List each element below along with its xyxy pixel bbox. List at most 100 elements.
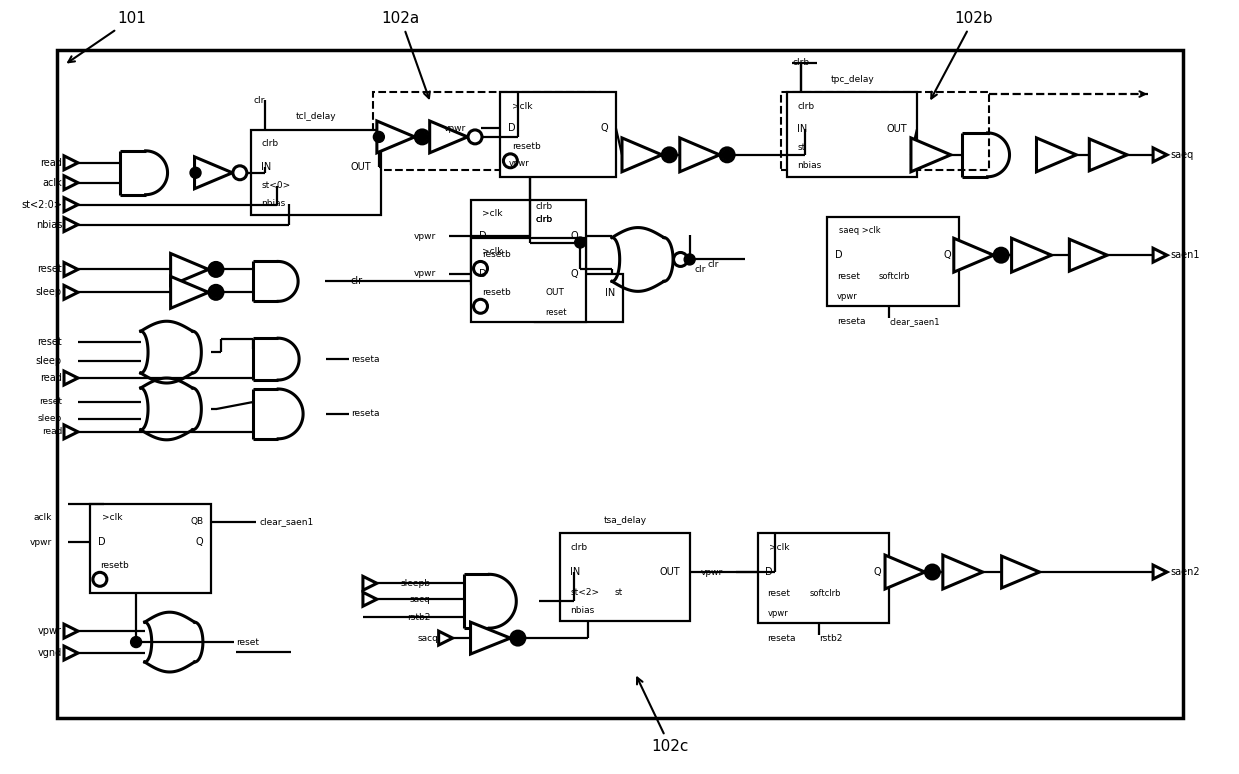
Polygon shape (64, 176, 78, 190)
Circle shape (415, 130, 429, 144)
Circle shape (468, 130, 482, 144)
Polygon shape (954, 238, 994, 272)
Circle shape (994, 248, 1009, 262)
Text: aclk: aclk (33, 513, 52, 522)
Text: clr: clr (707, 260, 719, 269)
Circle shape (927, 567, 938, 577)
Polygon shape (1037, 138, 1077, 172)
Text: resetb: resetb (513, 142, 541, 152)
Text: st<0>: st<0> (261, 181, 290, 190)
Bar (757, 533, 890, 623)
Text: Q: Q (570, 269, 579, 279)
Text: reseta: reseta (838, 317, 866, 326)
Circle shape (926, 565, 939, 579)
Text: clrb: clrb (261, 139, 279, 149)
Circle shape (674, 252, 688, 266)
Text: D: D (98, 537, 105, 547)
Text: saeq >clk: saeq >clk (839, 226, 881, 235)
Polygon shape (439, 631, 452, 645)
Text: vpwr: vpwr (414, 231, 436, 241)
Text: read: read (40, 373, 62, 383)
Text: read: read (40, 158, 62, 168)
Text: clr: clr (253, 95, 265, 104)
Text: sleepb: sleepb (400, 579, 431, 587)
Circle shape (513, 632, 523, 643)
Circle shape (720, 148, 733, 162)
Text: resetb: resetb (100, 561, 129, 570)
Circle shape (664, 149, 675, 160)
Polygon shape (64, 156, 78, 170)
Text: reseta: reseta (767, 634, 795, 642)
Text: tsa_delay: tsa_delay (603, 516, 647, 525)
Text: clrb: clrb (570, 543, 587, 552)
Polygon shape (1154, 148, 1167, 162)
Text: nbias: nbias (261, 199, 285, 208)
Text: aclk: aclk (42, 178, 62, 188)
Text: sacq: sacq (418, 634, 439, 642)
Polygon shape (430, 121, 467, 152)
Text: OUT: OUT (659, 567, 680, 577)
Polygon shape (195, 157, 233, 189)
Text: resetb: resetb (482, 250, 512, 259)
Text: IN: IN (261, 163, 271, 172)
Bar (535, 275, 623, 322)
Text: OUT: OUT (351, 163, 370, 172)
Text: OUT: OUT (545, 288, 564, 297)
Text: reset: reset (237, 638, 259, 646)
Text: Q: Q (570, 231, 579, 241)
Text: vgnd: vgnd (37, 648, 62, 658)
Polygon shape (885, 555, 924, 589)
Polygon shape (680, 138, 720, 172)
Text: clrb: clrb (535, 215, 553, 224)
Bar (501, 92, 616, 176)
Polygon shape (911, 138, 950, 172)
Text: reset: reset (37, 337, 62, 348)
Polygon shape (64, 262, 78, 276)
Text: vpwr: vpwr (767, 608, 788, 618)
Text: saeq: saeq (1170, 150, 1193, 160)
Polygon shape (64, 646, 78, 660)
Text: Q: Q (601, 124, 608, 133)
Circle shape (416, 132, 427, 142)
Text: vpwr: vpwr (700, 567, 722, 577)
Bar (57, 50, 1183, 717)
Text: vpwr: vpwr (414, 269, 436, 279)
Circle shape (130, 636, 141, 648)
Bar (471, 200, 586, 284)
Text: OUT: OUT (886, 125, 907, 135)
Text: >clk: >clk (513, 101, 533, 111)
Text: clrb: clrb (535, 215, 553, 224)
Text: IN: IN (605, 288, 615, 297)
Text: clr: clr (351, 276, 363, 286)
Text: nbias: nbias (570, 606, 595, 615)
Text: softclrb: softclrb (878, 272, 911, 281)
Polygon shape (64, 217, 78, 231)
Text: sleep: sleep (36, 356, 62, 366)
Polygon shape (363, 592, 377, 606)
Circle shape (663, 148, 676, 162)
Text: vpwr: vpwr (444, 124, 466, 133)
Text: saen1: saen1 (1170, 250, 1199, 260)
Polygon shape (377, 121, 415, 152)
Text: clear_saen1: clear_saen1 (259, 517, 313, 526)
Text: vpwr: vpwr (30, 538, 52, 546)
Text: D: D (766, 567, 773, 577)
Text: IN: IN (570, 567, 580, 577)
Circle shape (473, 262, 487, 276)
Text: Q: Q (873, 567, 881, 577)
Polygon shape (64, 371, 78, 385)
Polygon shape (64, 425, 78, 439)
Text: tcl_delay: tcl_delay (296, 112, 337, 122)
Text: >clk: >clk (482, 209, 503, 218)
Circle shape (684, 254, 695, 265)
Circle shape (575, 237, 586, 248)
Text: rstb2: rstb2 (819, 634, 843, 642)
Text: D: D (508, 124, 515, 133)
Text: reseta: reseta (351, 409, 379, 419)
Text: reset: reset (545, 308, 566, 317)
Text: vpwr: vpwr (38, 626, 62, 636)
Text: 102c: 102c (637, 677, 689, 754)
Polygon shape (64, 197, 78, 211)
Bar (471, 238, 586, 322)
Polygon shape (171, 253, 208, 286)
